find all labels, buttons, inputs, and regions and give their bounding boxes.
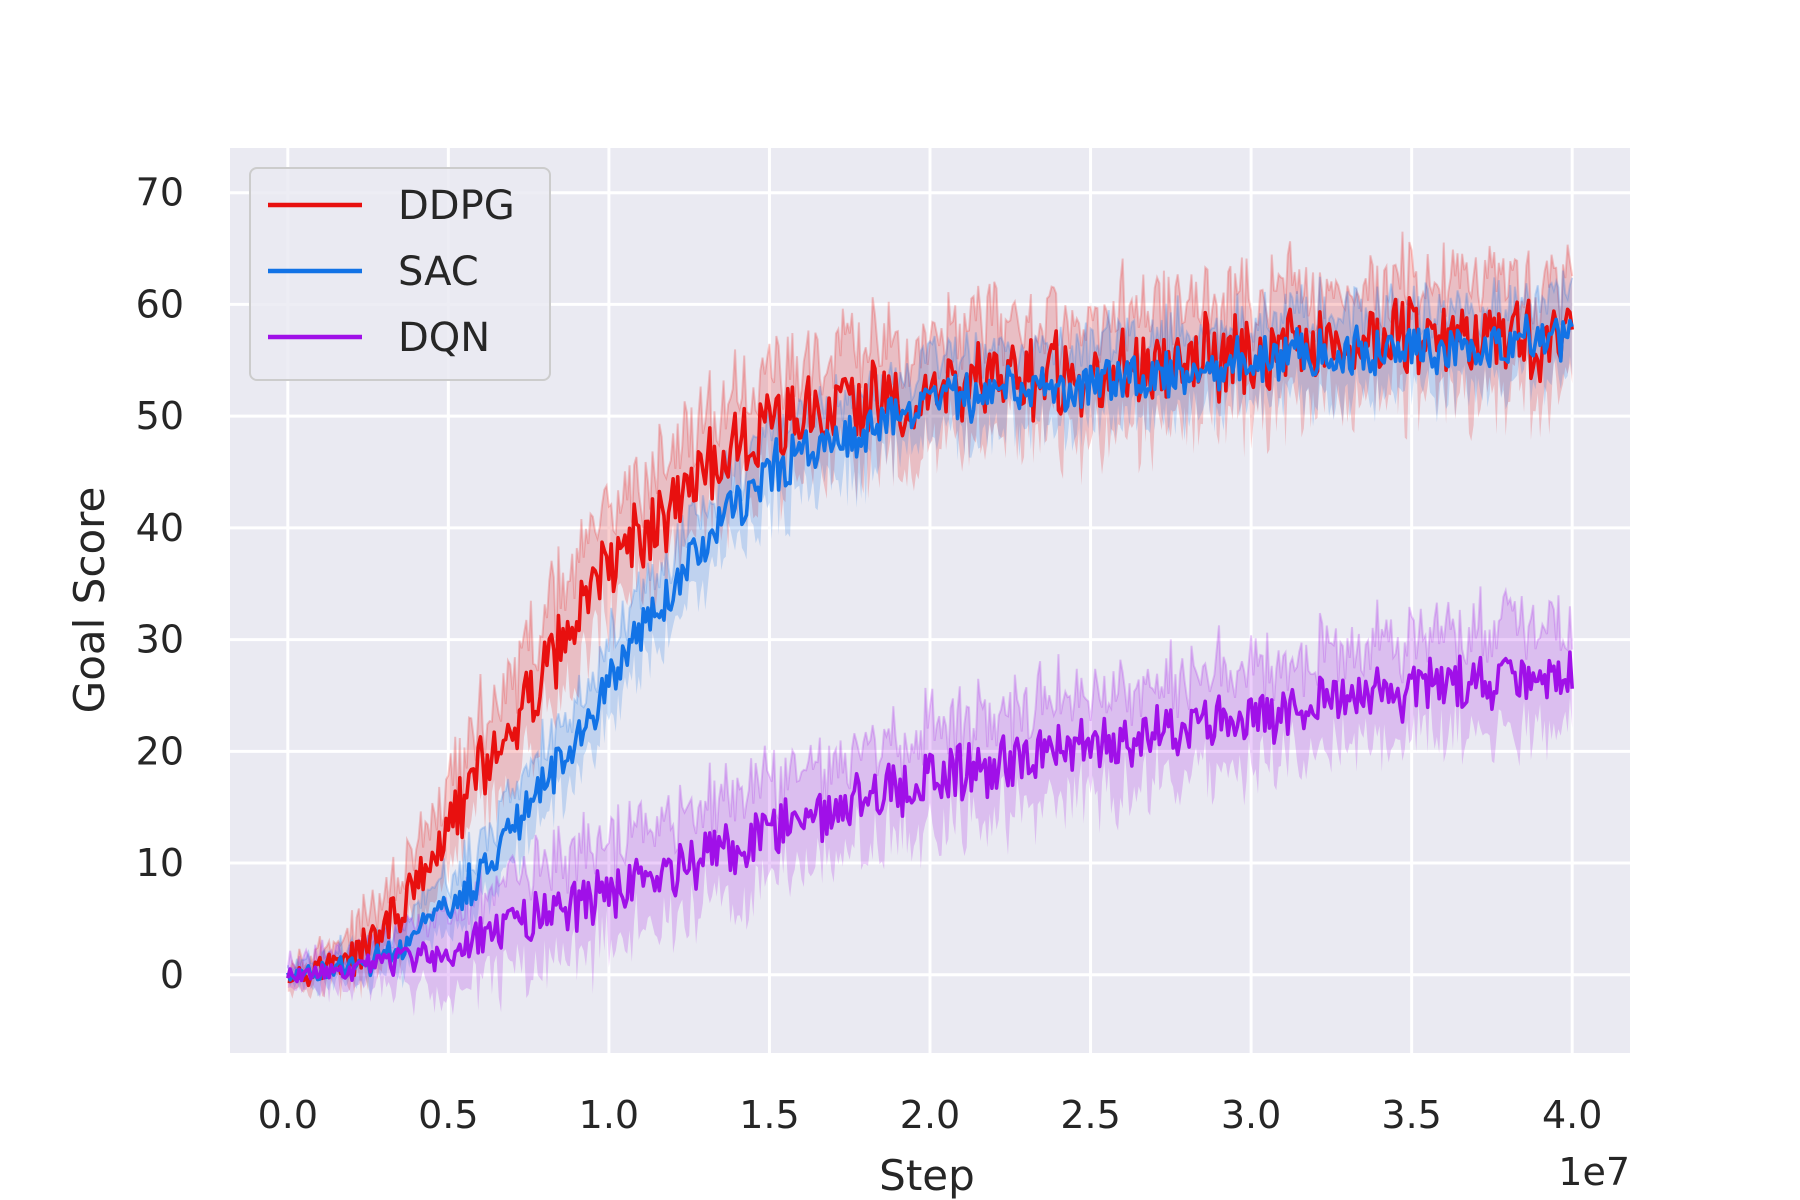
y-tick-label: 40 xyxy=(136,506,184,550)
x-tick-labels: 0.0 0.5 1.0 1.5 2.0 2.5 3.0 3.5 4.0 xyxy=(258,1093,1603,1137)
line-upper-ddpg xyxy=(287,231,1574,976)
y-tick-label: 0 xyxy=(160,953,184,997)
line-sac xyxy=(286,313,1574,982)
legend-label-dqn: DQN xyxy=(398,315,490,361)
x-tick-label: 2.5 xyxy=(1060,1093,1120,1137)
legend-box xyxy=(249,167,551,381)
line-upper-sac xyxy=(286,270,1574,977)
band-ddpg xyxy=(287,231,1573,1002)
x-axis-title: Step xyxy=(879,1151,975,1200)
y-tick-label: 60 xyxy=(136,282,184,326)
band-dqn xyxy=(287,586,1573,1017)
legend-label-sac: SAC xyxy=(398,249,479,295)
y-axis-title: Goal Score xyxy=(65,487,114,714)
line-upper-dqn xyxy=(286,586,1574,973)
line-dqn xyxy=(286,650,1574,984)
x-tick-label: 4.0 xyxy=(1542,1093,1602,1137)
series-lines xyxy=(286,296,1574,988)
x-tick-label: 1.5 xyxy=(739,1093,799,1137)
y-tick-label: 50 xyxy=(136,394,184,438)
legend: DDPG SAC DQN xyxy=(249,167,551,381)
y-tick-labels: 0 10 20 30 40 50 60 70 xyxy=(136,171,184,997)
x-tick-label: 2.0 xyxy=(900,1093,960,1137)
grid xyxy=(230,148,1630,1053)
x-tick-label: 0.5 xyxy=(418,1093,478,1137)
x-tick-label: 3.5 xyxy=(1381,1093,1441,1137)
y-tick-label: 70 xyxy=(136,171,184,215)
legend-label-ddpg: DDPG xyxy=(398,183,515,229)
x-tick-label: 3.0 xyxy=(1221,1093,1281,1137)
x-tick-label: 0.0 xyxy=(258,1093,318,1137)
x-tick-label: 1.0 xyxy=(579,1093,639,1137)
x-offset-label: 1e7 xyxy=(1558,1150,1630,1194)
y-tick-label: 10 xyxy=(136,841,184,885)
y-tick-label: 20 xyxy=(136,729,184,773)
y-tick-label: 30 xyxy=(136,618,184,662)
